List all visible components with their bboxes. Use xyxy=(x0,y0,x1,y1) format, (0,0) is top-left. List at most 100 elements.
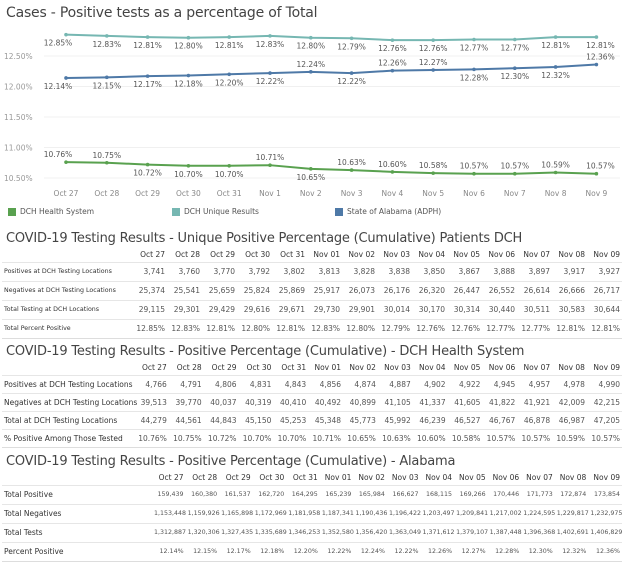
table-cell: 12.14% xyxy=(152,541,186,562)
table-cell: 25,374 xyxy=(132,280,167,300)
table-cell: 12.80% xyxy=(237,318,272,339)
table-cell: 29,115 xyxy=(132,299,167,319)
column-header: Nov 01 xyxy=(314,363,342,373)
data-point xyxy=(309,70,313,74)
x-tick-label: Nov 1 xyxy=(259,189,281,198)
table-cell: 3,867 xyxy=(447,261,482,281)
table-cell: 45,992 xyxy=(377,410,413,429)
y-tick-label: 10.50% xyxy=(4,174,33,183)
data-point xyxy=(349,168,354,172)
data-label: 10.76% xyxy=(44,150,73,159)
data-label: 10.71% xyxy=(256,153,285,162)
x-tick-label: Oct 29 xyxy=(135,189,160,198)
table-cell: 1,224,595 xyxy=(521,503,555,523)
table-cell: 1,327,435 xyxy=(219,522,253,542)
table-cell: 26,717 xyxy=(587,280,622,300)
legend-item-state-of-alabama[interactable]: State of Alabama (ADPH) xyxy=(335,207,441,216)
column-header: Nov 09 xyxy=(593,363,620,373)
table-cell: 1,203,497 xyxy=(420,503,455,523)
data-point xyxy=(390,68,395,73)
table-cell: 30,511 xyxy=(517,299,552,319)
legend-label: DCH Unique Results xyxy=(184,207,259,216)
data-point xyxy=(105,75,109,80)
table-cell: 40,410 xyxy=(273,392,309,411)
data-point xyxy=(227,164,231,168)
data-label: 12.17% xyxy=(133,80,162,89)
table-cell: 1,320,306 xyxy=(185,522,220,542)
table-cell: 40,492 xyxy=(308,392,344,411)
data-table: Oct 27 Oct 28 Oct 29 Oct 30 Oct 31 Nov 01 Nov … xyxy=(2,471,622,562)
data-label: 10.57% xyxy=(460,162,489,171)
table-cell: 39,770 xyxy=(168,392,204,411)
series-line-2 xyxy=(65,63,597,79)
column-header: Nov 07 xyxy=(523,363,551,373)
table-cell: 41,105 xyxy=(377,392,413,411)
table-cell: 46,767 xyxy=(482,410,518,429)
table-cell: 1,232,975 xyxy=(588,503,622,523)
table-row: Total at DCH Testing Locations 44,279 44,5… xyxy=(2,410,622,429)
column-header: Oct 30 xyxy=(246,363,272,373)
table-cell: 1,406,829 xyxy=(588,522,622,542)
legend-item-dch-unique-results[interactable]: DCH Unique Results xyxy=(172,207,259,216)
table-row: Positives at DCH Testing Locations 4,766 4… xyxy=(2,374,622,393)
data-point xyxy=(349,71,354,75)
row-label: Negatives at DCH Testing Locations xyxy=(2,280,132,300)
table-cell: 12.17% xyxy=(219,541,253,562)
table-cell: 26,176 xyxy=(377,280,412,300)
data-label: 10.59% xyxy=(541,161,570,170)
table-cell: 30,170 xyxy=(412,299,447,319)
table-cell: 30,014 xyxy=(377,299,412,319)
data-label: 10.70% xyxy=(174,170,203,179)
column-header: Nov 03 xyxy=(391,473,419,483)
table-cell: 44,279 xyxy=(134,410,169,429)
x-tick-label: Nov 2 xyxy=(300,189,322,198)
x-tick-label: Nov 7 xyxy=(504,189,526,198)
column-header: Nov 03 xyxy=(384,363,411,373)
table-cell: 4,990 xyxy=(586,374,622,393)
data-point xyxy=(186,164,191,168)
column-header: Oct 29 xyxy=(210,250,235,260)
table-cell: 12.81% xyxy=(272,318,307,339)
row-label: Positives at DCH Testing Locations xyxy=(2,374,134,393)
table-cell: 164,295 xyxy=(286,484,320,504)
data-point xyxy=(513,66,517,70)
table-cell: 10.72% xyxy=(203,428,239,448)
data-label: 10.57% xyxy=(500,162,529,171)
table-cell: 40,037 xyxy=(203,392,239,411)
table-cell: 29,429 xyxy=(202,299,237,319)
column-header: Oct 31 xyxy=(280,250,305,260)
table-cell: 12.32% xyxy=(554,541,589,562)
data-point xyxy=(309,35,313,40)
table-cell: 3,760 xyxy=(167,261,202,281)
table-cell: 4,957 xyxy=(517,374,553,393)
table-cell: 12.20% xyxy=(286,541,320,562)
data-label: 12.83% xyxy=(256,40,285,49)
table-cell: 45,773 xyxy=(343,410,378,429)
table-cell: 12.27% xyxy=(454,541,488,562)
data-point xyxy=(64,76,68,80)
table-cell: 42,215 xyxy=(586,392,622,411)
data-point xyxy=(64,160,68,164)
table-section-dch-health-system: COVID-19 Testing Results - Positive Perc… xyxy=(0,343,624,448)
table-cell: 162,720 xyxy=(252,484,287,504)
table-cell: 3,792 xyxy=(237,261,272,281)
data-label: 10.57% xyxy=(586,162,615,171)
data-point xyxy=(594,35,599,39)
table-cell: 12.85% xyxy=(132,318,167,339)
legend-swatch xyxy=(172,207,180,216)
table-cell: 3,917 xyxy=(552,261,587,281)
table-cell: 47,205 xyxy=(586,410,622,429)
table-cell: 12.24% xyxy=(353,541,387,562)
table-cell: 29,616 xyxy=(237,299,272,319)
column-header: Oct 30 xyxy=(245,250,270,260)
table-cell: 26,447 xyxy=(447,280,482,300)
data-point xyxy=(105,160,109,165)
legend-item-dch-health-system[interactable]: DCH Health System xyxy=(8,207,94,216)
column-header: Nov 02 xyxy=(348,250,375,260)
data-point xyxy=(145,35,150,39)
table-row: Total Negatives 1,153,448 1,159,926 1,165,8… xyxy=(2,503,622,523)
table-cell: 45,150 xyxy=(238,410,274,429)
row-label: Total Positive xyxy=(2,484,152,504)
table-cell: 46,239 xyxy=(412,410,448,429)
data-label: 12.76% xyxy=(419,44,448,53)
